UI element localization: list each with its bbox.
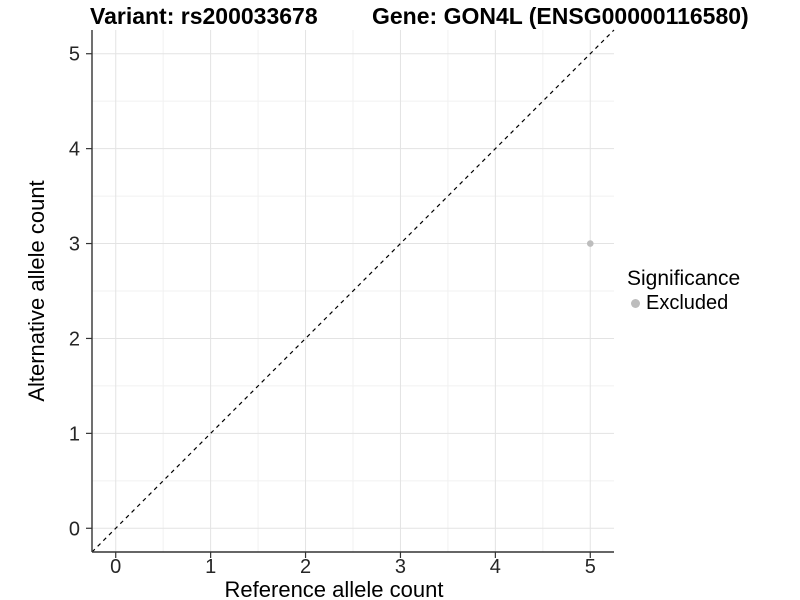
y-tick-label: 4 <box>69 139 80 161</box>
y-tick-label: 5 <box>69 44 80 66</box>
y-tick-label: 0 <box>69 518 80 540</box>
legend-title: Significance <box>627 267 741 290</box>
legend-item-excluded: Excluded <box>627 292 740 314</box>
x-tick-label: 2 <box>300 556 311 578</box>
y-tick-label: 1 <box>69 423 80 445</box>
x-axis-title: Reference allele count <box>224 577 444 600</box>
x-tick-label: 4 <box>490 556 501 578</box>
excluded-dot-icon <box>631 298 640 308</box>
legend-item-label: Excluded <box>646 292 729 314</box>
y-tick-label: 3 <box>69 234 80 256</box>
x-tick-label: 3 <box>395 556 406 578</box>
legend: Significance Excluded <box>627 267 740 314</box>
data-point <box>586 240 594 247</box>
identity-reference-line <box>91 29 615 553</box>
plot-title-gene: Gene: GON4L (ENSG00000116580) <box>372 3 749 29</box>
x-tick-label: 0 <box>110 556 121 578</box>
plot-title-variant: Variant: rs200033678 <box>90 3 318 29</box>
x-tick-label: 5 <box>585 556 596 578</box>
y-tick-label: 2 <box>69 328 80 350</box>
x-tick-label: 1 <box>205 556 216 578</box>
